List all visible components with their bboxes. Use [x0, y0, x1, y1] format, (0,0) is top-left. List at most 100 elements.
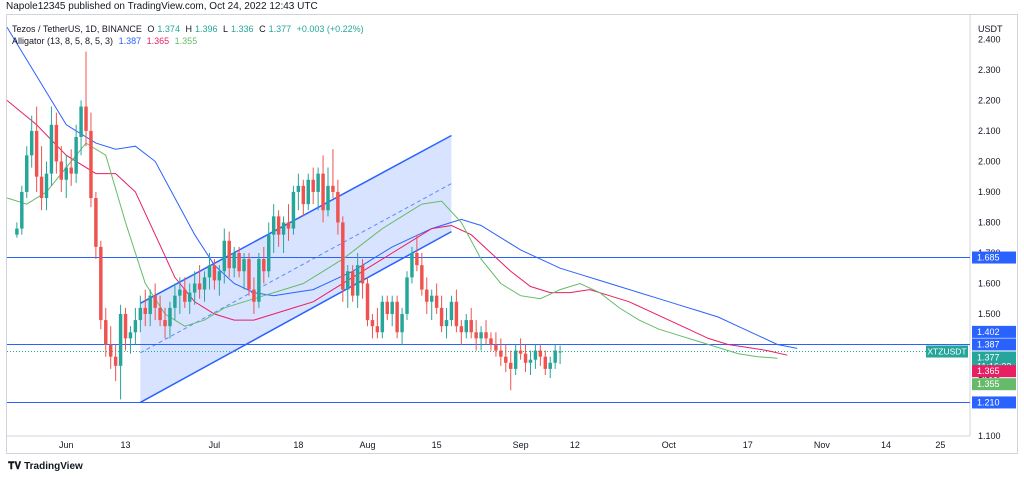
alligator-lips-line[interactable] — [6, 142, 778, 359]
price-badge[interactable] — [972, 365, 1016, 378]
candle-body[interactable] — [528, 359, 533, 363]
candle-body[interactable] — [173, 295, 177, 308]
candle-body[interactable] — [276, 216, 281, 235]
candle-body[interactable] — [192, 283, 197, 293]
candle-body[interactable] — [484, 332, 488, 339]
candle-body[interactable] — [508, 362, 513, 369]
candle-body[interactable] — [464, 320, 469, 333]
candle-body[interactable] — [163, 320, 167, 327]
chart-frame[interactable] — [6, 14, 1018, 454]
candle-body[interactable] — [553, 350, 557, 363]
candle-body[interactable] — [183, 289, 187, 302]
candle-body[interactable] — [360, 265, 365, 284]
alligator-teeth-line[interactable] — [6, 100, 788, 356]
candle-body[interactable] — [459, 326, 464, 333]
candle-body[interactable] — [217, 271, 222, 281]
candle-body[interactable] — [400, 313, 404, 333]
symbol-price-tag[interactable] — [926, 345, 968, 358]
ascending-channel-fill[interactable] — [140, 135, 452, 403]
candle-body[interactable] — [20, 191, 24, 229]
candle-body[interactable] — [425, 289, 429, 302]
candle-body[interactable] — [380, 301, 385, 333]
candle-body[interactable] — [286, 222, 291, 229]
price-badge[interactable] — [972, 378, 1016, 391]
candle-body[interactable] — [74, 137, 78, 174]
candle-body[interactable] — [355, 265, 360, 296]
candle-body[interactable] — [370, 320, 375, 327]
channel-upper-line[interactable] — [139, 134, 452, 304]
candle-body[interactable] — [212, 265, 217, 281]
candle-body[interactable] — [479, 332, 483, 339]
candle-body[interactable] — [271, 216, 276, 235]
candle-body[interactable] — [123, 313, 128, 339]
candle-body[interactable] — [49, 124, 54, 174]
candle-body[interactable] — [79, 106, 83, 138]
candle-body[interactable] — [281, 222, 286, 235]
candle-body[interactable] — [89, 130, 93, 199]
candle-body[interactable] — [118, 313, 123, 366]
candle-body[interactable] — [84, 106, 88, 131]
candle-body[interactable] — [54, 124, 59, 162]
candle-body[interactable] — [390, 301, 394, 314]
candle-body[interactable] — [405, 277, 409, 314]
candle-body[interactable] — [504, 356, 508, 363]
candle-body[interactable] — [247, 259, 251, 290]
candle-body[interactable] — [518, 350, 523, 354]
candle-body[interactable] — [222, 240, 227, 272]
candle-body[interactable] — [168, 307, 172, 327]
price-badge[interactable] — [972, 325, 1016, 338]
candle-body[interactable] — [69, 167, 73, 174]
candle-body[interactable] — [113, 356, 118, 366]
candle-body[interactable] — [321, 173, 325, 211]
candle-body[interactable] — [523, 353, 528, 363]
candle-body[interactable] — [252, 289, 256, 302]
candle-body[interactable] — [444, 320, 449, 327]
candle-body[interactable] — [34, 130, 39, 177]
candle-body[interactable] — [410, 252, 414, 278]
candle-body[interactable] — [291, 191, 296, 229]
candle-body[interactable] — [420, 265, 424, 290]
candle-body[interactable] — [429, 295, 434, 302]
candle-body[interactable] — [64, 167, 68, 180]
candle-body[interactable] — [237, 252, 241, 272]
candle-body[interactable] — [336, 191, 340, 223]
candle-body[interactable] — [543, 356, 548, 369]
candle-body[interactable] — [108, 344, 113, 357]
candle-body[interactable] — [316, 173, 320, 192]
alligator-legend[interactable]: Alligator (13, 8, 5, 8, 5, 3) 1.387 1.36… — [12, 36, 200, 46]
candle-body[interactable] — [494, 344, 498, 351]
candle-body[interactable] — [94, 198, 98, 247]
candle-body[interactable] — [178, 289, 182, 296]
candle-body[interactable] — [331, 185, 335, 192]
candle-body[interactable] — [104, 320, 108, 345]
candle-body[interactable] — [158, 307, 162, 321]
candle-body[interactable] — [454, 301, 459, 327]
candle-body[interactable] — [29, 130, 34, 156]
candle-body[interactable] — [133, 320, 138, 333]
channel-middle-line[interactable] — [140, 183, 452, 354]
candle-body[interactable] — [311, 179, 315, 192]
candle-body[interactable] — [341, 222, 345, 290]
candle-body[interactable] — [375, 326, 380, 333]
symbol-legend[interactable]: Tezos / TetherUS, 1D, BINANCE O 1.374 H 1.… — [12, 24, 367, 34]
candle-body[interactable] — [538, 350, 543, 357]
candle-body[interactable] — [148, 295, 152, 314]
candle-body[interactable] — [25, 155, 29, 192]
alligator-jaw-line[interactable] — [6, 26, 798, 349]
candle-body[interactable] — [346, 271, 350, 290]
candle-body[interactable] — [449, 301, 454, 321]
candle-body[interactable] — [434, 295, 439, 308]
candle-body[interactable] — [533, 350, 538, 360]
candle-body[interactable] — [350, 271, 355, 296]
alligator-label[interactable]: Alligator (13, 8, 5, 8, 5, 3) — [12, 36, 114, 46]
candle-body[interactable] — [99, 246, 103, 321]
candle-body[interactable] — [415, 252, 419, 266]
candle-body[interactable] — [301, 185, 306, 205]
candle-body[interactable] — [395, 301, 399, 333]
candle-body[interactable] — [187, 292, 192, 302]
candle-body[interactable] — [138, 307, 143, 321]
price-badge[interactable] — [972, 251, 1016, 264]
tradingview-footer[interactable]: 𝐓𝐕 TradingView — [8, 461, 83, 472]
candle-body[interactable] — [267, 234, 271, 272]
